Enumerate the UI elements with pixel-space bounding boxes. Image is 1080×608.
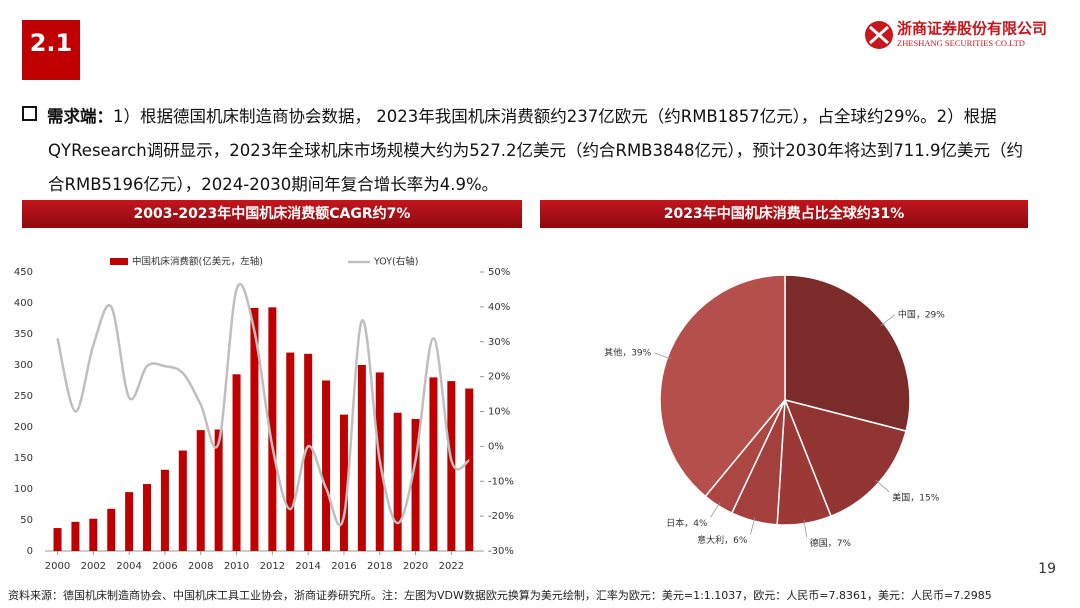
bar [286,352,295,551]
leader-line [880,314,896,327]
x-tick-label: 2004 [116,561,141,572]
page-number: 19 [1038,561,1056,577]
y-tick-label: 100 [14,484,33,495]
bar [411,418,420,551]
slice-label: 意大利，6% [697,534,748,546]
x-tick-label: 2022 [439,561,464,572]
bar [71,521,80,551]
slice-label: 日本，4% [666,517,708,529]
y-tick-label: 450 [14,267,33,278]
bar [465,388,474,551]
bar [214,429,223,551]
bar [393,412,402,551]
y-tick-label: 400 [14,298,33,309]
x-tick-label: 2010 [224,561,249,572]
bar [196,430,205,551]
y2-tick-label: 20% [488,372,510,383]
chart-title: 2003-2023年中国机床消费额CAGR约7% [134,205,411,222]
x-tick-label: 2000 [45,561,70,572]
x-tick-label: 2014 [295,561,320,572]
bar [53,528,62,551]
y2-tick-label: -30% [488,546,514,557]
bar [107,508,116,551]
y2-tick-label: 40% [488,302,510,313]
bar [429,377,438,551]
y-tick-label: 300 [14,360,33,371]
section-number: 2.1 [30,29,73,57]
legend-label: 中国机床消费额(亿美元，左轴) [132,256,263,268]
y2-tick-label: 30% [488,337,510,348]
company-name-en: ZHESHANG SECURITIES CO.LTD [897,38,1025,48]
y-tick-label: 200 [14,422,33,433]
leader-line [875,479,890,493]
paragraph-text: 1）根据德国机床制造商协会数据， 2023年我国机床消费额约237亿欧元（约RM… [48,107,1023,194]
x-tick-label: 2018 [367,561,392,572]
bullet [22,106,37,121]
bar [339,414,348,551]
bar [232,374,241,551]
legend-swatch [110,258,128,265]
y2-tick-label: 10% [488,407,510,418]
x-tick-label: 2006 [152,561,177,572]
slice-label: 中国，29% [898,308,945,320]
bar [178,450,187,551]
x-tick-label: 2020 [403,561,428,572]
company-name: 浙商证券股份有限公司 [897,20,1047,38]
paragraph: 需求端：1）根据德国机床制造商协会数据， 2023年我国机床消费额约237亿欧元… [22,100,1037,202]
y-tick-label: 0 [27,546,33,557]
slice-label: 美国，15% [892,491,939,503]
bar [89,518,98,551]
leader-line [803,519,808,538]
y-tick-label: 250 [14,391,33,402]
bar [250,307,259,551]
bar [143,484,152,551]
slice-label: 德国，7% [810,537,852,549]
chart-title: 2023年中国机床消费占比全球约31% [664,205,904,222]
y-tick-label: 50 [20,515,33,526]
bar [304,353,313,551]
legend-label: YOY(右轴) [373,256,418,268]
x-tick-label: 2002 [81,561,106,572]
y-tick-label: 350 [14,329,33,340]
y-tick-label: 150 [14,453,33,464]
line [56,282,470,527]
slice-label: 其他，39% [604,346,651,358]
bar [125,492,134,551]
x-tick-label: 2016 [331,561,356,572]
bullet-label: 需求端： [47,107,113,126]
body-text: 需求端：1）根据德国机床制造商协会数据， 2023年我国机床消费额约237亿欧元… [22,100,1037,202]
y2-tick-label: -20% [488,511,514,522]
leader-line [710,501,721,518]
y2-tick-label: 0% [488,441,504,452]
bar [160,469,169,551]
bar [357,365,366,551]
x-tick-label: 2008 [188,561,213,572]
y2-tick-label: -10% [488,476,514,487]
bar [268,307,277,551]
x-tick-label: 2012 [260,561,285,572]
source-note: 资料来源：德国机床制造商协会、中国机床工具工业协会，浙商证券研究所。注：左图为V… [8,588,992,602]
chart-header [540,200,1028,228]
section-badge [22,20,80,80]
y2-tick-label: 50% [488,267,510,278]
bar [322,380,331,551]
leader-line [750,517,756,535]
chart-header [22,200,522,228]
bar [447,381,456,551]
logo-mark [869,25,889,45]
leader-line [654,352,672,360]
